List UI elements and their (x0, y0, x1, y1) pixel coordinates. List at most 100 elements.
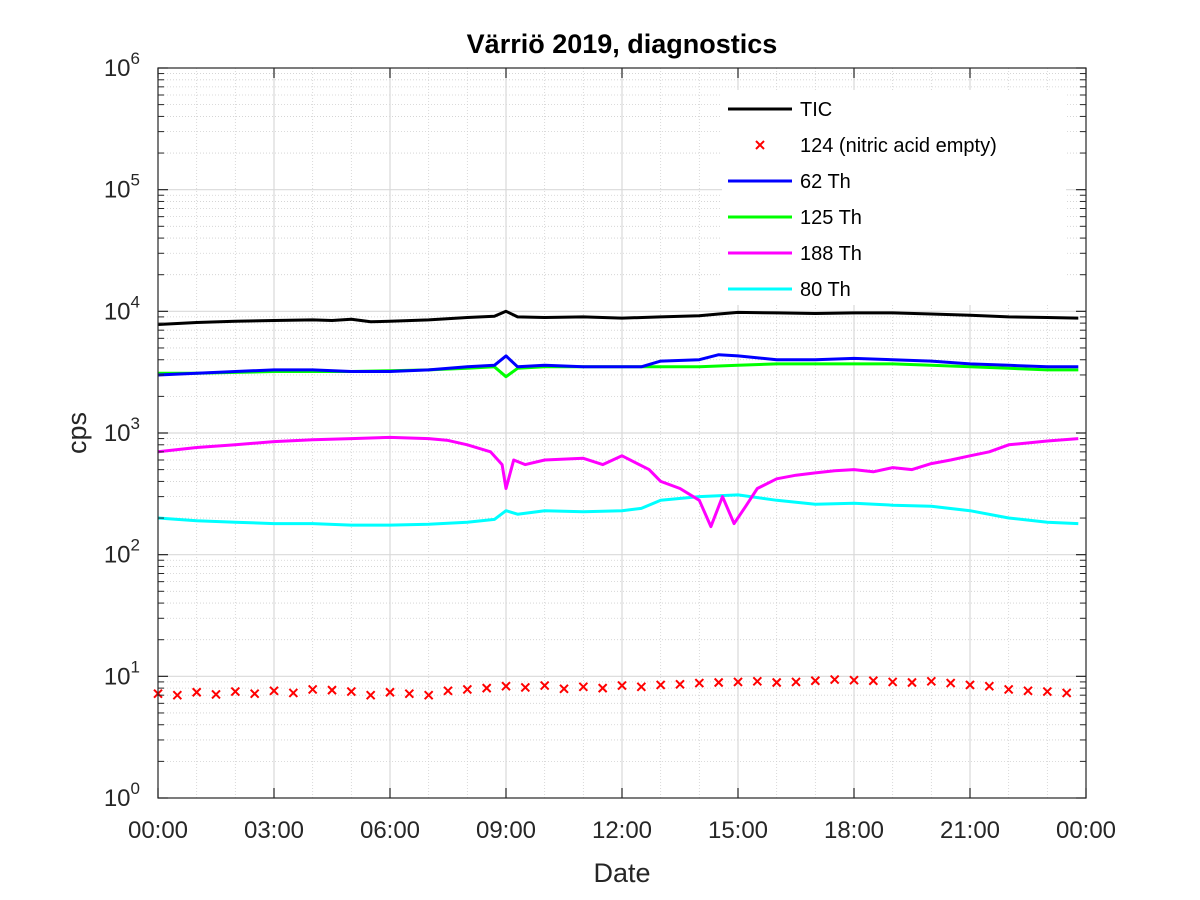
legend: TIC 124 (nitric acid empty) 62 Th 125 Th 188… (722, 90, 1066, 305)
y-tick-label: 104 (104, 292, 140, 325)
marker-stroke (191, 687, 202, 697)
series-point-124-nitric-acid-empty (655, 680, 666, 690)
marker-stroke (404, 688, 415, 699)
y-tick-labels: 100 101 102 103 104 105 106 (104, 49, 140, 812)
marker-stroke (462, 684, 473, 695)
y-tick-label: 102 (104, 536, 140, 569)
series-point-124-nitric-acid-empty (578, 682, 589, 692)
marker-stroke (172, 690, 183, 700)
series-line-80-th (157, 493, 1079, 527)
marker-stroke (481, 683, 492, 693)
series-point-124-nitric-acid-empty (520, 682, 531, 693)
series-point-124-nitric-acid-empty (307, 684, 318, 695)
marker-stroke (501, 681, 511, 691)
marker-stroke (1023, 686, 1033, 696)
marker-stroke (868, 676, 879, 686)
marker-stroke (1003, 684, 1014, 695)
series-point-124-nitric-acid-empty (945, 678, 956, 688)
series-point-124-nitric-acid-empty (423, 690, 434, 700)
legend-swatch-124-nitric-acid-empty (755, 140, 765, 150)
marker-stroke (791, 677, 801, 687)
axis-ticks (157, 67, 1087, 799)
marker-stroke (559, 684, 569, 694)
series-point-124-nitric-acid-empty (617, 680, 627, 691)
series-point-124-nitric-acid-empty (365, 690, 376, 700)
y-tick-label: 101 (104, 657, 140, 690)
y-tick-label: 105 (104, 171, 140, 204)
marker-stroke (1042, 686, 1053, 697)
marker-stroke (269, 686, 279, 696)
marker-stroke (965, 680, 975, 690)
x-tick-label: 18:00 (824, 817, 884, 844)
legend-label-62-th: 62 Th (800, 171, 851, 193)
marker-stroke (887, 677, 898, 687)
legend-label-125-th: 125 Th (800, 207, 862, 229)
marker-stroke (926, 676, 937, 687)
series-point-124-nitric-acid-empty (694, 678, 705, 688)
series-point-124-nitric-acid-empty (1061, 688, 1072, 698)
series-point-124-nitric-acid-empty (597, 683, 608, 693)
marker-stroke (249, 688, 260, 699)
series-point-124-nitric-acid-empty (1023, 686, 1033, 696)
series-point-124-nitric-acid-empty (887, 677, 898, 687)
series-point-124-nitric-acid-empty (191, 687, 202, 697)
marker-stroke (829, 674, 840, 685)
series-point-124-nitric-acid-empty (327, 685, 337, 695)
series-point-124-nitric-acid-empty (810, 676, 821, 686)
y-tick-label: 100 (104, 779, 140, 812)
marker-stroke (365, 690, 376, 700)
marker-stroke (327, 685, 337, 695)
series-point-124-nitric-acid-empty (501, 681, 511, 691)
marker-stroke (713, 677, 724, 688)
marker-stroke (443, 686, 453, 696)
y-axis-label: cps (62, 412, 92, 454)
series-point-124-nitric-acid-empty (559, 684, 569, 694)
marker-stroke (1061, 688, 1072, 698)
series-point-124-nitric-acid-empty (771, 677, 782, 688)
series-line-188-th (157, 435, 1079, 529)
marker-stroke (755, 140, 765, 150)
series-point-124-nitric-acid-empty (211, 689, 221, 700)
series-point-124-nitric-acid-empty (675, 679, 685, 690)
series-line-62-th (157, 353, 1079, 377)
x-tick-label: 12:00 (592, 817, 652, 844)
legend-box (722, 90, 1066, 305)
series-point-124-nitric-acid-empty (462, 684, 473, 695)
series-point-124-nitric-acid-empty (965, 680, 975, 690)
marker-stroke (984, 681, 995, 691)
series-point-124-nitric-acid-empty (636, 682, 647, 692)
y-tick-label: 106 (104, 49, 140, 82)
legend-label-124-nitric-acid-empty: 124 (nitric acid empty) (800, 135, 997, 157)
series-point-124-nitric-acid-empty (269, 686, 279, 696)
series-point-124-nitric-acid-empty (539, 680, 550, 691)
marker-stroke (230, 686, 241, 697)
marker-stroke (694, 678, 705, 688)
x-tick-label: 00:00 (128, 817, 188, 844)
series-point-124-nitric-acid-empty (346, 686, 357, 697)
series-point-124-nitric-acid-empty (733, 677, 743, 687)
x-tick-label: 15:00 (708, 817, 768, 844)
series-point-124-nitric-acid-empty (172, 690, 183, 700)
series-point-124-nitric-acid-empty (713, 677, 724, 688)
x-tick-label: 21:00 (940, 817, 1000, 844)
series-line-tic (157, 309, 1079, 326)
marker-stroke (907, 677, 917, 688)
major-grid (158, 68, 1086, 798)
series-point-124-nitric-acid-empty (443, 686, 453, 696)
series-point-124-nitric-acid-empty (230, 686, 241, 697)
marker-stroke (423, 690, 434, 700)
series-point-124-nitric-acid-empty (849, 675, 859, 685)
marker-stroke (578, 682, 589, 692)
series-layer (153, 309, 1079, 700)
marker-stroke (733, 677, 743, 687)
series-point-124-nitric-acid-empty (288, 688, 299, 698)
series-point-124-nitric-acid-empty (752, 676, 763, 687)
series-point-124-nitric-acid-empty (907, 677, 917, 688)
marker-stroke (520, 682, 531, 693)
series-point-124-nitric-acid-empty (791, 677, 801, 687)
marker-stroke (752, 676, 763, 687)
series-point-124-nitric-acid-empty (385, 687, 395, 697)
marker-stroke (288, 688, 299, 698)
marker-stroke (211, 689, 221, 700)
marker-stroke (636, 682, 647, 692)
